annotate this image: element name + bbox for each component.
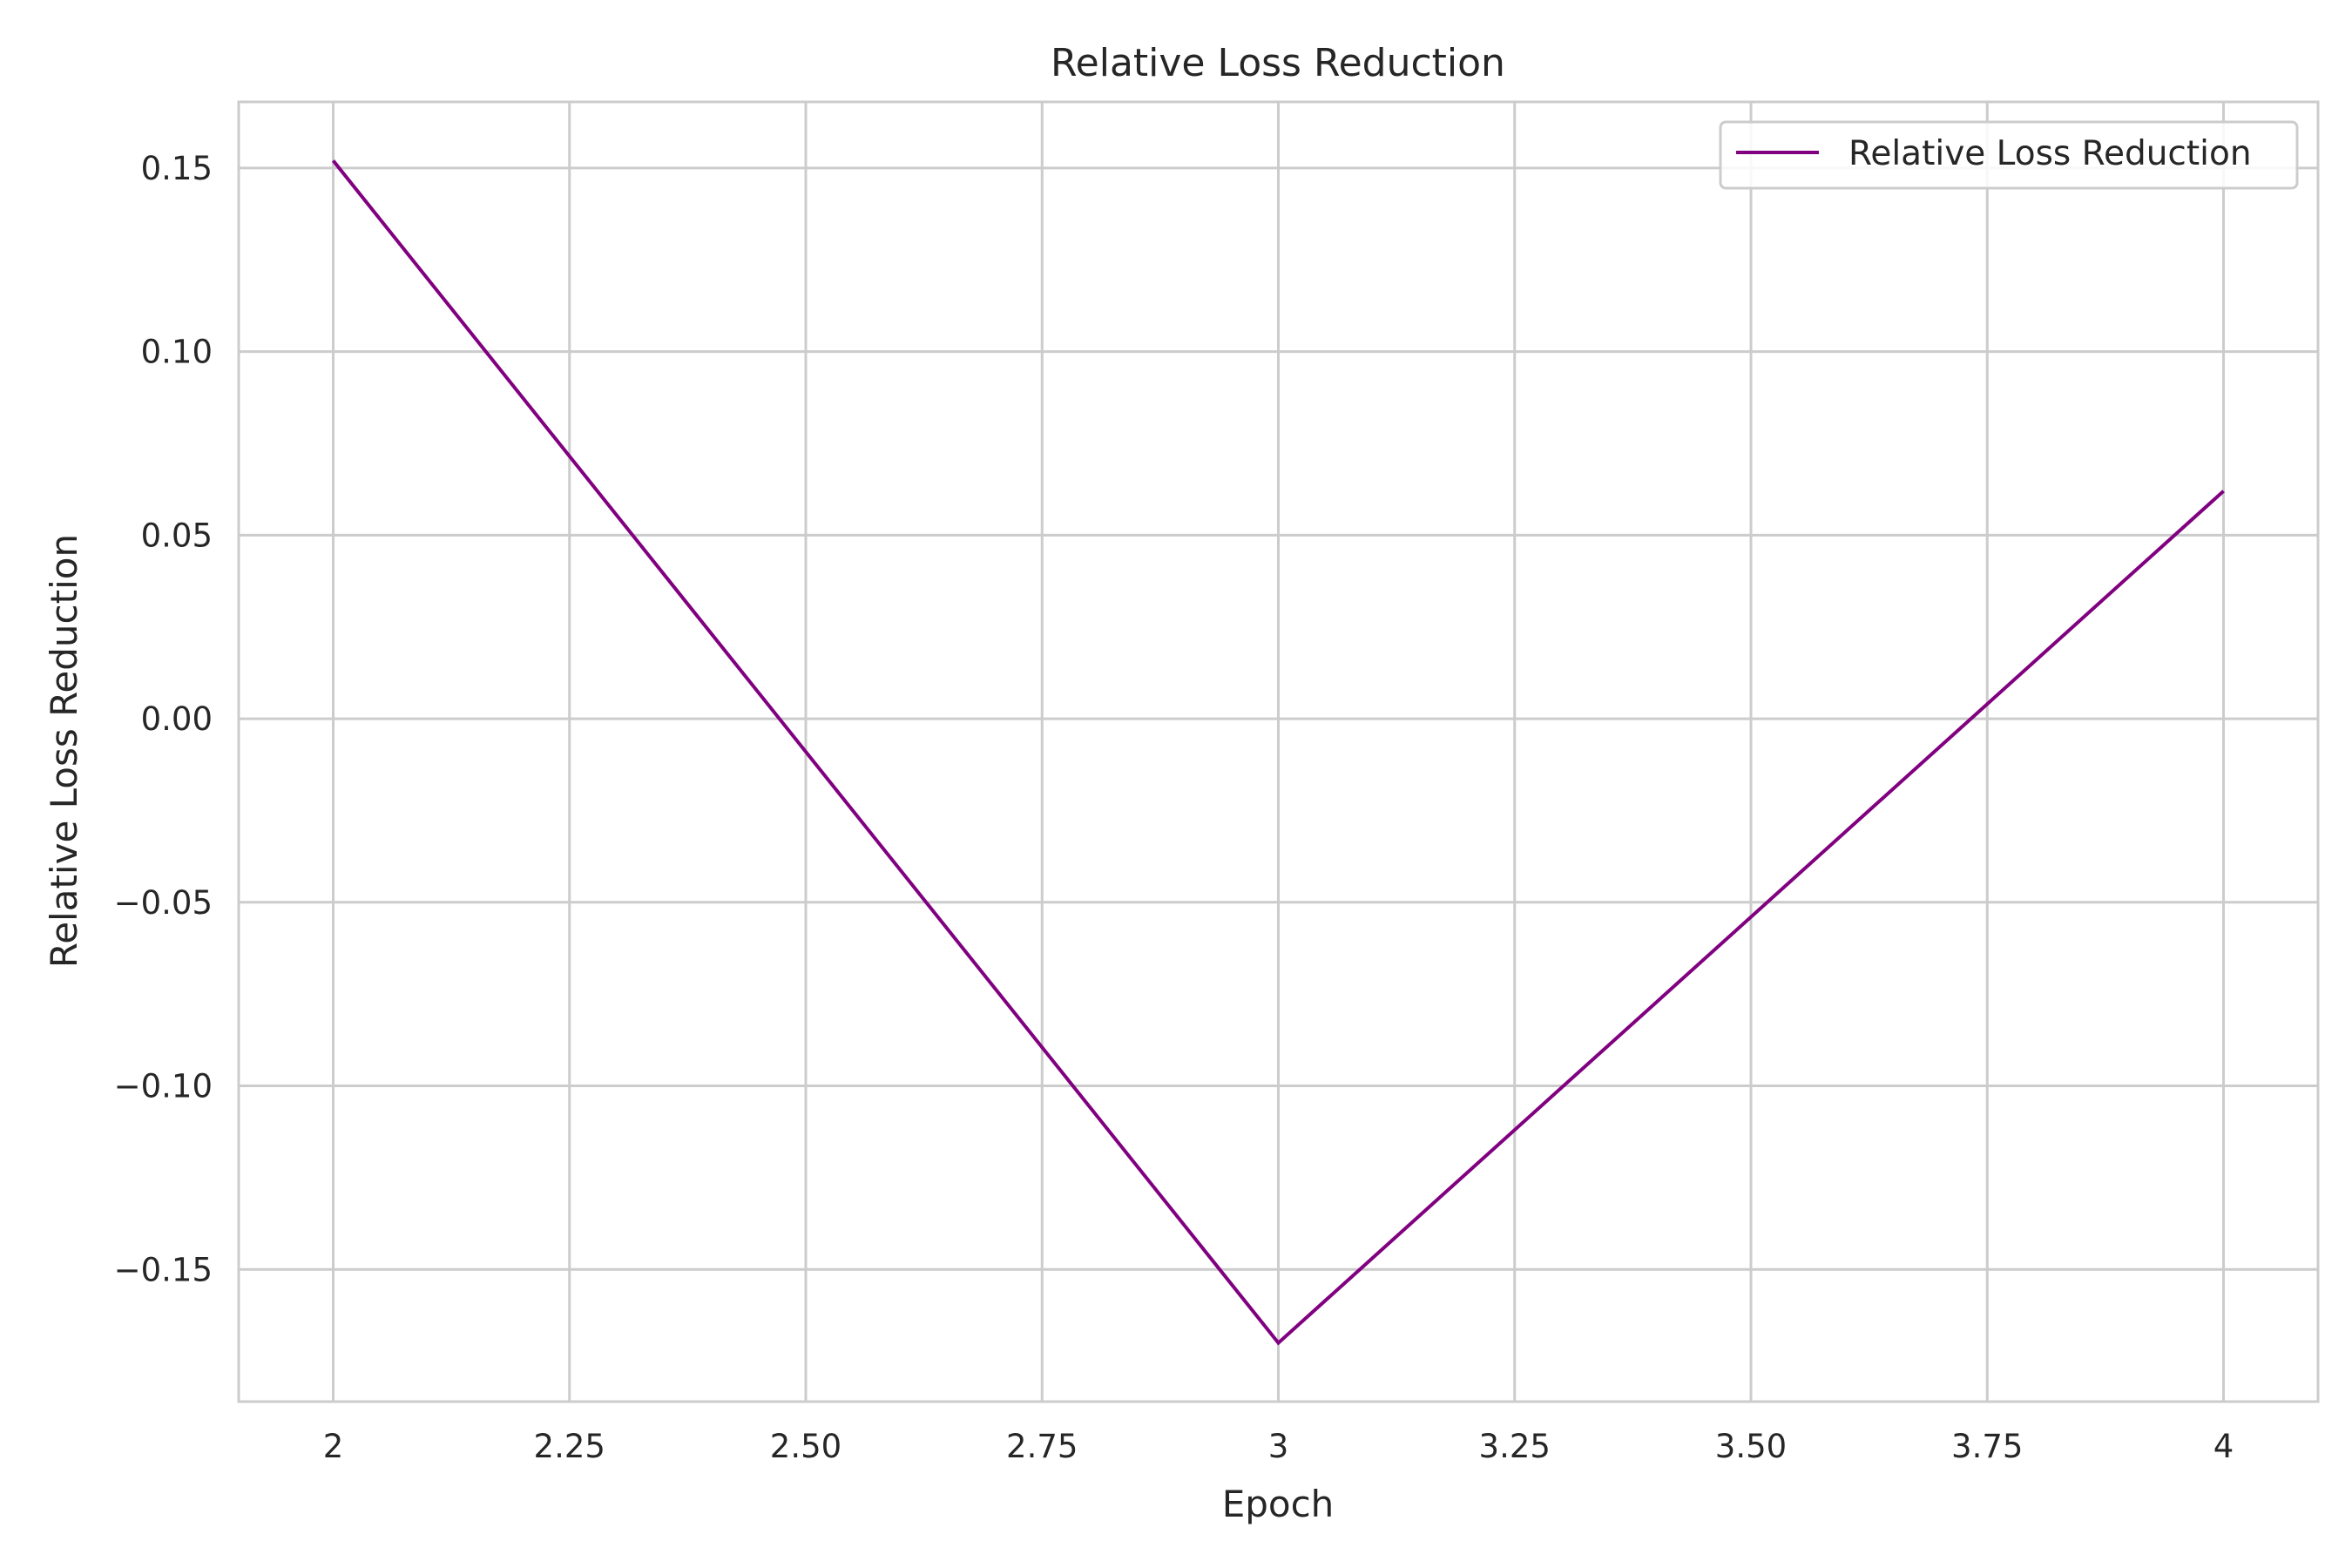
x-tick-labels: 2 2.25 2.50 2.75 3 3.25 3.50 3.75 4 — [323, 1428, 2234, 1465]
y-tick-label: −0.15 — [114, 1251, 213, 1288]
y-tick-label: 0.05 — [141, 517, 213, 554]
x-tick-label: 2.75 — [1006, 1428, 1078, 1465]
y-tick-label: −0.10 — [114, 1068, 213, 1105]
x-tick-label: 3.50 — [1715, 1428, 1787, 1465]
legend: Relative Loss Reduction — [1719, 120, 2299, 190]
y-tick-label: 0.00 — [141, 700, 213, 738]
x-tick-label: 3 — [1268, 1428, 1289, 1465]
x-tick-label: 3.75 — [1951, 1428, 2023, 1465]
chart-title: Relative Loss Reduction — [1051, 41, 1505, 85]
y-tick-label: 0.10 — [141, 334, 213, 371]
y-tick-labels: 0.15 0.10 0.05 0.00 −0.05 −0.10 −0.15 — [114, 150, 213, 1288]
x-tick-label: 2 — [323, 1428, 344, 1465]
x-tick-label: 3.25 — [1479, 1428, 1551, 1465]
legend-label: Relative Loss Reduction — [1848, 134, 2252, 173]
y-tick-label: −0.05 — [114, 884, 213, 922]
y-tick-label: 0.15 — [141, 150, 213, 187]
legend-box — [1719, 120, 2299, 190]
x-tick-label: 2.25 — [534, 1428, 605, 1465]
x-axis-label: Epoch — [1222, 1483, 1335, 1525]
x-tick-label: 2.50 — [770, 1428, 841, 1465]
series-layer — [331, 159, 2225, 1346]
x-tick-label: 4 — [2213, 1428, 2234, 1465]
series-line — [331, 159, 2225, 1346]
plot-frame — [237, 100, 2320, 1403]
y-axis-label: Relative Loss Reduction — [43, 534, 85, 968]
